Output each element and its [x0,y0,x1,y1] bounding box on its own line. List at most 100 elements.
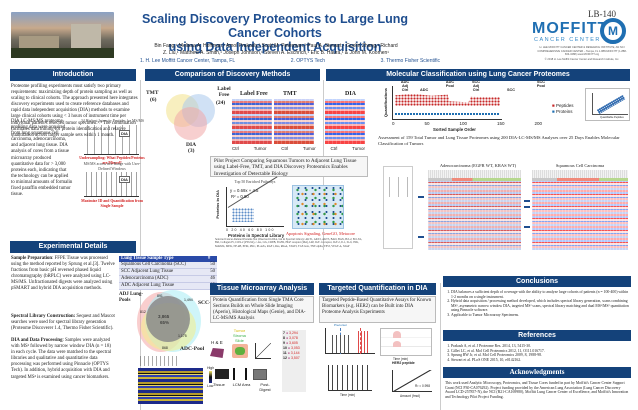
list-item: Prakash A, et al. J Proteome Res. 2014, … [451,344,630,349]
section-heading-acknowledgments: Acknowledgments [443,367,631,378]
column-divider [140,80,141,410]
molecular-legend: ■ Peptides ■ Proteins [552,103,574,114]
post-digest-image [253,369,267,380]
scatter-equation: y = 0.69x + 4.5 [230,188,259,193]
precursor-spectrum: Precursor [325,323,375,354]
references-list: Prakash A, et al. J Proteome Res. 2014, … [445,344,630,362]
arrow-icon [524,206,530,208]
scatter-r2: R² = 0.80 [231,194,249,199]
heatmap-x-labels: Ctrl Tumor Ctrl Tumor Ctrl Tumor [232,146,365,151]
sample-label-strip [140,356,180,366]
moffitt-logo-subtext: CANCER CENTER [534,37,601,43]
list-item: Hybrid data acquisition / processing met… [451,299,630,313]
lcm-area-image [233,368,247,380]
dia-label-box: DIA [119,130,130,137]
poster-title: Scaling Discovery Proteomics to Large Lu… [141,12,409,54]
scatter-y-label: Proteins in DIA [215,190,220,219]
calibration-curve [392,370,432,392]
scc-heatmap-header [532,170,628,178]
he-label: H & E [211,340,223,345]
affiliations: 1. H. Lee Moffitt Cancer Center, Tampa, … [140,58,440,64]
arrow-icon [418,196,424,198]
spectrum-plot-2 [84,172,139,197]
intro-paragraph: Proteome profiling experiments must sati… [11,84,138,138]
table-row: SCC Adjacent Lung Tissue 50 [119,268,217,276]
missing-proteins-footnote: Selected Cancer-Related Proteins Not Obs… [215,238,363,248]
pathway-caption: Apoptosis Signaling, GeneGO, Metacore [286,231,355,236]
spectrum-caption-1: Undersampling: What Peptides/Proteins ar… [79,156,145,165]
dia-vs-library-scatter [226,187,284,227]
pathway-chart-title: Top 50 Enriched Pathways [234,180,276,184]
section-heading-experimental: Experimental Details [10,241,136,253]
logo-fineprint: H. LEE MOFFITT CANCER CENTER & RESEARCH … [537,46,627,61]
acknowledgments-text: This work used Analytic Microscopy, Prot… [445,381,629,399]
heatmap-legend-low: Low [207,384,214,388]
arrow-icon [524,226,530,228]
adc-heatmap-header [428,170,521,178]
adc-heatmap [428,181,521,250]
table-row: ADC Adjacent Lung Tissue13 [119,282,217,290]
adc-group-bar [428,178,521,181]
section-heading-introduction: Introduction [10,69,136,81]
venn-label-adj: ADJ Lung-Pools [119,292,144,303]
targeted-callout: Targeted Peptide-Based Quantitative Assa… [319,296,436,323]
calibration-r2: R² = 0.998 [415,384,430,388]
tma-flow-labels: Tissue LCM Area Post-Digest [213,382,271,392]
heatmap-tmt [274,99,314,144]
section-heading-molecular: Molecular Classification using Lung Canc… [326,69,630,81]
moffitt-m-icon: M [600,18,626,44]
venn-label-dia: DIA [186,142,197,148]
xic-traces [380,328,432,356]
section-heading-comparison: Comparison of Discovery Methods [145,69,320,81]
tma-calibration-plot [255,343,271,359]
xic-time-label: Time (min) [393,357,409,361]
list-item: DIA balances a sufficient depth of cover… [451,290,630,299]
proteome-heatmap [138,368,203,404]
quantification-scatter [392,86,502,120]
pilot-project-callout: Pilot Project Comparing Squamous Tumors … [210,156,368,177]
peptide-series [395,94,500,106]
venn-label-scc: SCC-Pool [198,300,226,307]
list-item: Stewart et al. PLoS ONE 2015, 10, e01421… [451,358,630,363]
venn-label-label-free: Label Free [217,86,231,98]
scatter-x-label: Proteins in Spectral Library [228,233,285,238]
section-heading-conclusions: Conclusions [443,276,631,287]
venn-count-tmt: (6) [150,97,157,103]
molecular-caption: Assessment of 159 Total Tumor and Lung T… [378,135,620,146]
venn-label-tmt: TMT [146,90,159,96]
venn-count-label-free: (24) [216,100,226,106]
dia-label-box: DIA [119,176,130,183]
poster-id: LB-140 [588,9,616,19]
protein-series [395,113,500,115]
apoptosis-pathway-map [292,185,344,229]
spectrum-title-2: MS/MS across m/z Range with User-Defined… [83,162,141,171]
spectrum-title-1: 34 Highest Intensity Peptides for MS/MS [81,119,144,123]
conclusions-list: DIA balances a sufficient depth of cover… [445,290,630,318]
list-item: Sprung RW Jr, et al. Mol Cell Proteomics… [451,353,630,358]
heatmap-colorbar [209,371,212,383]
section-heading-tma: Tissue Microarray Analysis [210,283,314,295]
he-tissue-image [210,348,224,358]
peptide-protein-inset: Quantifiable Peptides [585,88,630,121]
calibration-title: HER2 peptide [392,361,415,365]
heatmap-label-dia: DIA [345,91,357,97]
arrow-icon [418,236,424,238]
tma-core-panel: 7 ● 3,294 8 ● 3,078 9 ● 3,605 10 ● 3,053… [282,330,306,392]
heatmap-title-scc: Squamous Cell Carcinoma [555,163,605,168]
spectral-library-text: Spectral Library Construction: Sequest a… [11,314,115,332]
table-row: Adenocarcinoma (ADC) 46 [119,275,217,283]
genie-map-image [232,344,248,358]
calibration-x-label: Amount (fmol) [400,394,421,398]
section-heading-targeted: Targeted Quantification in DIA [319,283,436,295]
cycle-time-plot [328,365,372,391]
table-row: Squamous Cell Carcinoma (SCC) 50 [119,262,217,269]
spectrum-caption-2: Maximize ID and Quantification from Sing… [81,199,143,208]
cycle-time-label: Time (min) [340,393,356,397]
scatter-points [232,208,254,222]
heatmap-title-adc: Adenocarcinoma (EGFR WT, KRAS WT) [439,163,517,168]
scc-group-bar [532,178,628,181]
scatter-x-ticks: 0 20 40 60 80 100 [226,228,275,232]
section-heading-references: References [443,330,631,341]
intro-paragraph-dia: DIA LC-MS/MS proteome profiling data wer… [11,119,73,198]
sample-type-table: Lung Tissue Sample Type # Squamous Cell C… [119,256,217,290]
